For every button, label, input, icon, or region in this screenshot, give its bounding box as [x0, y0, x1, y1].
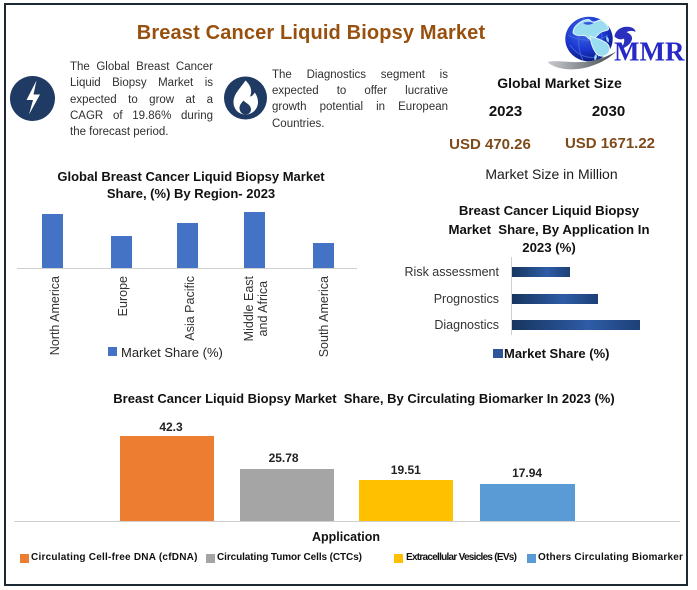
svg-text:MMR: MMR [614, 37, 685, 67]
